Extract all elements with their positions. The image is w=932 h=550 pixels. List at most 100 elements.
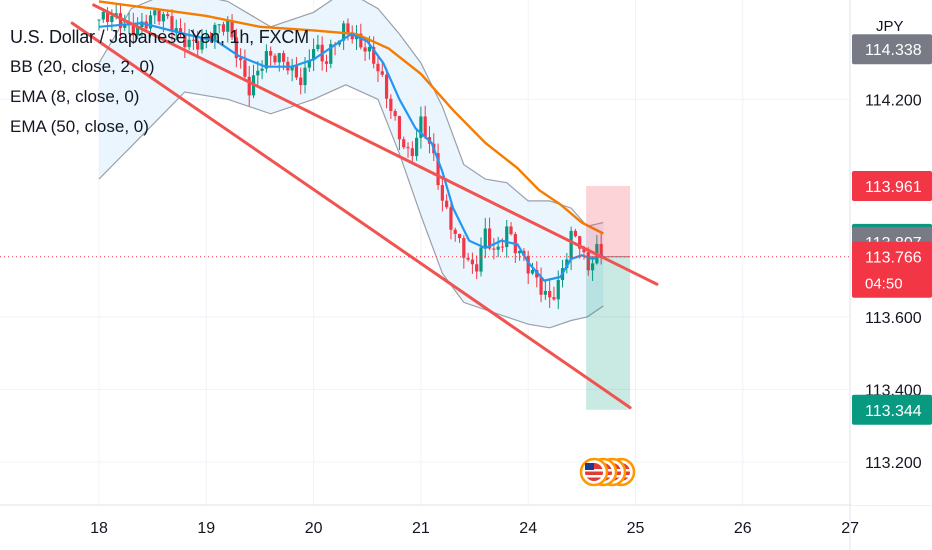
chart-legend: U.S. Dollar / Japanese Yen, 1h, FXCM BB … <box>10 22 309 142</box>
candle-body <box>453 229 457 234</box>
x-tick-label: 26 <box>734 520 752 537</box>
symbol-title[interactable]: U.S. Dollar / Japanese Yen, 1h, FXCM <box>10 27 309 47</box>
candle-body <box>157 10 161 22</box>
candle-body <box>552 297 556 300</box>
candle-body <box>324 61 329 64</box>
candle-body <box>410 148 414 157</box>
price-tag[interactable] <box>852 170 932 201</box>
candle-body <box>363 47 367 52</box>
candle-body <box>445 200 449 208</box>
x-tick-label: 18 <box>90 520 108 537</box>
candle-body <box>556 280 560 300</box>
us-flag-canton-icon <box>585 463 594 470</box>
bb-indicator-label[interactable]: BB (20, close, 2, 0) <box>10 57 155 76</box>
candle-body <box>178 28 183 34</box>
candle-body <box>204 36 208 38</box>
x-tick-label: 20 <box>305 520 323 537</box>
candle-body <box>101 11 105 20</box>
price-tag-label: 114.338 <box>865 42 922 59</box>
candle-body <box>191 39 196 41</box>
candle-body <box>213 24 217 40</box>
channel-upper-line[interactable] <box>92 3 659 286</box>
candle-body <box>277 53 281 63</box>
candle-body <box>457 233 462 239</box>
candle-body <box>436 153 440 186</box>
candle-body <box>440 185 444 201</box>
y-tick-label: 113.200 <box>865 455 922 472</box>
candle-body <box>402 139 406 148</box>
candle-body <box>475 264 479 272</box>
candle-body <box>346 23 350 33</box>
candle-body <box>166 14 170 17</box>
candle-body <box>359 33 363 48</box>
candle-body <box>376 63 380 72</box>
candle-body <box>518 250 522 254</box>
candle-body <box>449 207 453 230</box>
candle-body <box>419 116 423 138</box>
candle-body <box>226 20 230 32</box>
ema8-indicator-label[interactable]: EMA (8, close, 0) <box>10 87 140 106</box>
position-stop-zone[interactable] <box>586 185 631 257</box>
price-tag[interactable] <box>852 394 932 425</box>
candle-body <box>264 51 268 69</box>
candle-body <box>496 246 500 250</box>
candle-body <box>221 24 226 32</box>
candle-body <box>136 26 140 36</box>
candle-body <box>196 40 200 50</box>
candle-body <box>483 228 487 248</box>
us-flag-stripe-icon <box>585 469 603 472</box>
candle-body <box>569 230 573 260</box>
bollinger-upper-line <box>98 0 604 227</box>
candle-body <box>415 137 419 157</box>
price-tag[interactable] <box>852 241 932 298</box>
candle-body <box>170 16 174 32</box>
candle-body <box>590 263 595 271</box>
us-flag-stripe-icon <box>585 475 603 478</box>
candle-body <box>260 68 264 71</box>
y-tick-label: 114.200 <box>865 92 922 109</box>
candle-body <box>393 110 397 117</box>
position-target-zone[interactable] <box>586 256 631 410</box>
candle-body <box>543 290 547 295</box>
candle-body <box>247 76 251 96</box>
candle-body <box>548 290 552 298</box>
bollinger-lower-line <box>98 84 604 329</box>
candle-body <box>290 65 294 71</box>
candle-body <box>329 44 333 64</box>
candle-body <box>372 46 376 64</box>
candle-body <box>526 255 530 274</box>
candle-body <box>123 25 127 28</box>
currency-label[interactable]: JPY <box>876 18 904 35</box>
price-tag-label: 113.766 <box>865 250 922 267</box>
channel-lower-line[interactable] <box>70 21 632 410</box>
x-tick-label: 19 <box>197 520 215 537</box>
candle-body <box>294 65 299 78</box>
candle-body <box>239 58 243 61</box>
candle-body <box>367 46 371 52</box>
candle-body <box>509 226 513 235</box>
candle-body <box>406 147 410 149</box>
candle-body <box>174 28 178 32</box>
candle-body <box>350 32 354 40</box>
price-tag[interactable] <box>852 34 932 65</box>
candle-body <box>384 74 389 99</box>
candle-body <box>307 60 311 68</box>
candle-body <box>578 236 582 249</box>
price-tag-label: 113.961 <box>865 179 922 196</box>
candle-body <box>573 230 578 237</box>
candle-body <box>256 70 260 76</box>
candle-body <box>599 243 603 255</box>
ema50-indicator-label[interactable]: EMA (50, close, 0) <box>10 117 149 136</box>
candle-body <box>273 55 277 63</box>
candle-body <box>200 37 204 50</box>
candle-body <box>118 13 123 28</box>
x-tick-label: 25 <box>627 520 645 537</box>
candle-body <box>153 10 157 16</box>
candle-body <box>161 14 165 22</box>
candle-body <box>423 116 427 138</box>
candle-body <box>397 116 402 140</box>
candle-body <box>131 23 135 36</box>
candle-body <box>380 71 384 75</box>
